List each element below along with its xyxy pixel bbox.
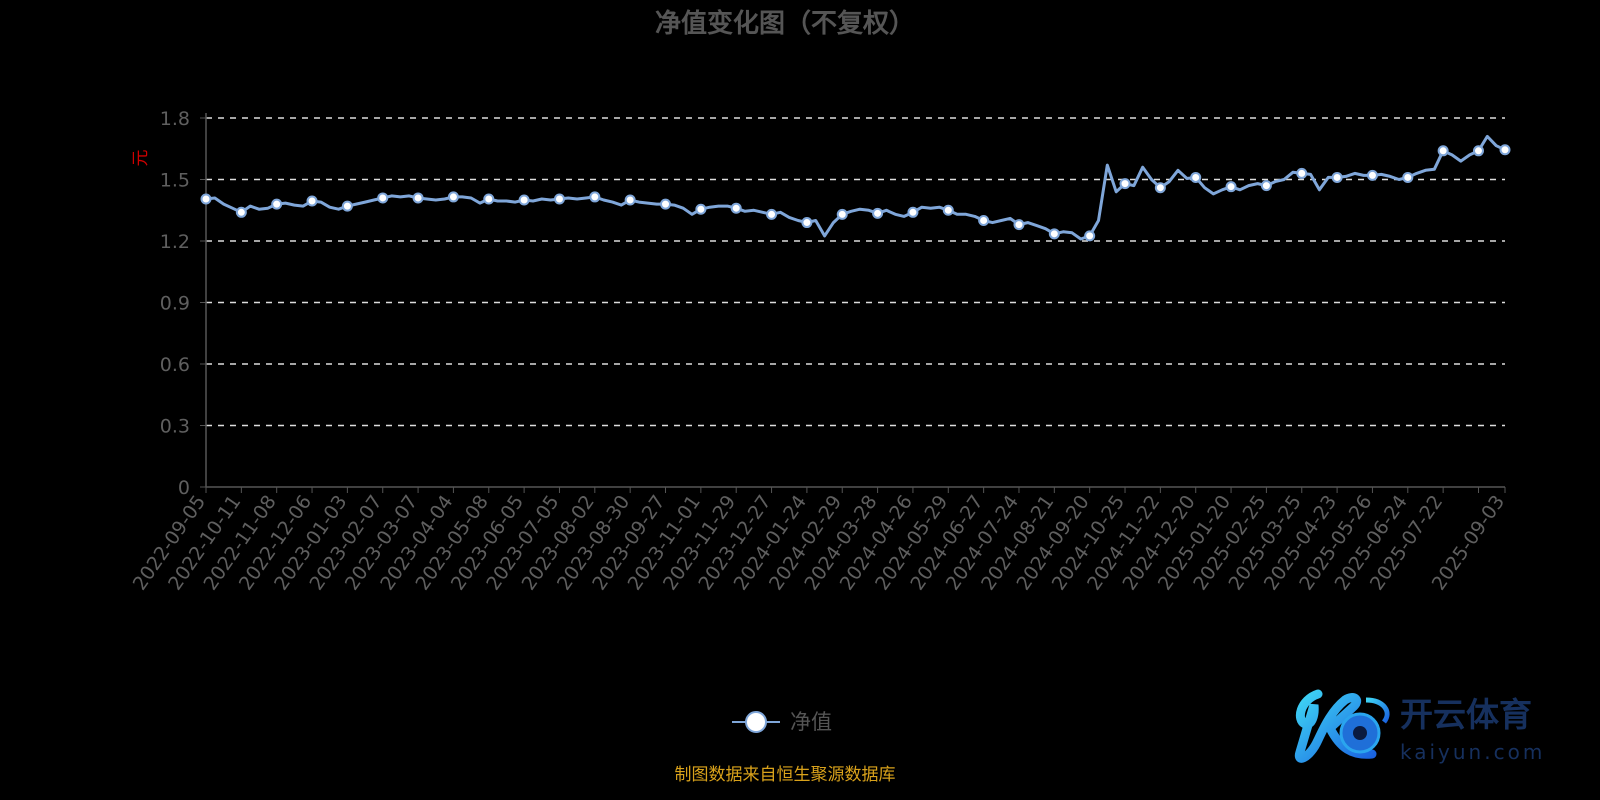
nav-point <box>1154 182 1166 194</box>
nav-point <box>1331 171 1343 183</box>
nav-point <box>766 208 778 220</box>
svg-text:开云体育: 开云体育 <box>1400 695 1532 734</box>
nav-point <box>518 194 530 206</box>
nav-point <box>200 193 212 205</box>
nav-point <box>1366 169 1378 181</box>
nav-line <box>205 134 1506 241</box>
legend[interactable]: 净值 <box>732 710 832 734</box>
y-tick-label: 1.2 <box>160 231 190 253</box>
nav-point <box>553 193 565 205</box>
legend-label: 净值 <box>790 710 832 734</box>
nav-point <box>1437 145 1449 157</box>
nav-point <box>271 198 283 210</box>
nav-point <box>306 195 318 207</box>
nav-point <box>1402 171 1414 183</box>
nav-point <box>801 217 813 229</box>
nav-point <box>377 192 389 204</box>
nav-point <box>1084 230 1096 242</box>
grid-lines <box>206 117 1505 427</box>
nav-point <box>872 207 884 219</box>
chart-title: 净值变化图（不复权） <box>655 8 915 39</box>
nav-point <box>730 202 742 214</box>
kaiyun-logo: 开云体育 kaiyun.com <box>1294 689 1545 764</box>
svg-text:kaiyun.com: kaiyun.com <box>1400 740 1545 764</box>
x-axis: 2022-09-052022-10-112022-11-082022-12-06… <box>129 486 1509 594</box>
y-tick-label: 0 <box>178 477 190 499</box>
nav-point <box>836 208 848 220</box>
nav-point <box>1048 228 1060 240</box>
nav-point <box>1499 144 1511 156</box>
y-tick-label: 0.9 <box>160 293 190 315</box>
legend-marker-icon <box>745 711 767 733</box>
y-axis-label: 元 <box>131 150 151 167</box>
nav-point <box>589 191 601 203</box>
nav-point <box>1119 178 1131 190</box>
nav-point <box>412 192 424 204</box>
nav-point <box>942 204 954 216</box>
nav-point <box>1190 171 1202 183</box>
nav-point <box>978 215 990 226</box>
nav-point <box>1296 167 1308 179</box>
nav-point <box>1225 181 1237 193</box>
nav-point <box>907 206 919 218</box>
y-tick-label: 1.5 <box>160 170 190 192</box>
nav-point <box>660 198 672 210</box>
series-nav <box>200 134 1511 242</box>
nav-point <box>1472 145 1484 157</box>
y-tick-label: 0.3 <box>160 416 190 438</box>
nav-point <box>483 193 495 205</box>
nav-point <box>1013 219 1025 231</box>
nav-point <box>1260 180 1272 192</box>
y-tick-label: 1.8 <box>160 108 190 130</box>
y-axis: 0 0.3 0.6 0.9 1.2 1.5 1.8 <box>160 108 207 499</box>
nav-point <box>624 194 636 206</box>
nav-point <box>235 206 247 218</box>
footer-source: 制图数据来自恒生聚源数据库 <box>675 765 896 785</box>
y-tick-label: 0.6 <box>160 354 190 376</box>
nav-point <box>695 203 707 215</box>
nav-point <box>341 200 353 212</box>
nav-point <box>447 191 459 203</box>
